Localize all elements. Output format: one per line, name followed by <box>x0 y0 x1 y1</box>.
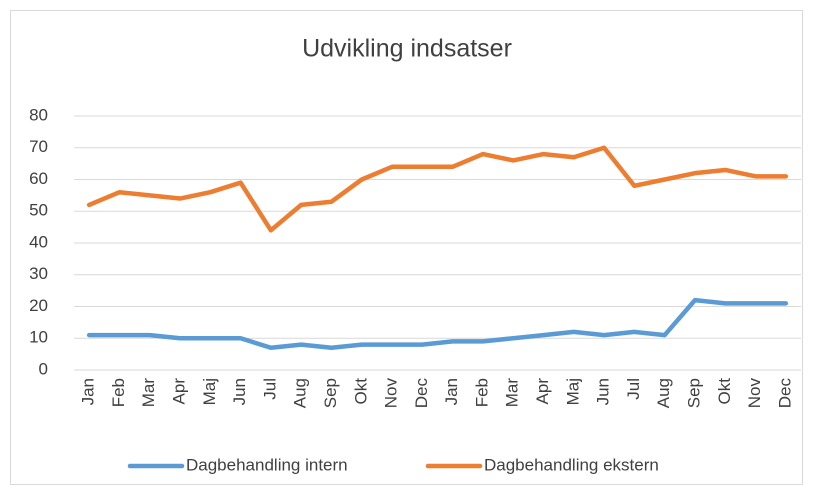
y-tick-label: 20 <box>29 296 48 315</box>
y-tick-label: 70 <box>29 137 48 156</box>
y-tick-label: 80 <box>29 105 48 124</box>
y-tick-label: 40 <box>29 232 48 251</box>
x-tick-label: Apr <box>533 378 552 405</box>
x-tick-label: Aug <box>654 378 673 408</box>
x-tick-label: Dec <box>412 378 431 409</box>
x-tick-label: Jul <box>260 378 279 400</box>
x-tick-label: Feb <box>472 378 491 407</box>
x-tick-label: Nov <box>382 378 401 409</box>
x-tick-label: Aug <box>291 378 310 408</box>
x-tick-label: Maj <box>563 378 582 405</box>
chart-border <box>10 10 803 485</box>
x-tick-label: Sep <box>321 378 340 408</box>
x-tick-label: Nov <box>745 378 764 409</box>
y-tick-label: 30 <box>29 264 48 283</box>
x-tick-label: Sep <box>684 378 703 408</box>
series-line <box>86 297 789 351</box>
x-tick-label: Jun <box>230 378 249 405</box>
y-tick-label: 60 <box>29 169 48 188</box>
y-tick-label: 50 <box>29 201 48 220</box>
x-tick-label: Dec <box>775 378 794 409</box>
x-tick-label: Jul <box>624 378 643 400</box>
y-tick-label: 10 <box>29 328 48 347</box>
x-tick-label: Jan <box>442 378 461 405</box>
x-tick-label: Apr <box>170 378 189 405</box>
x-tick-label: Jun <box>594 378 613 405</box>
legend-label: Dagbehandling intern <box>186 455 348 474</box>
x-tick-label: Okt <box>715 378 734 405</box>
x-tick-label: Feb <box>109 378 128 407</box>
y-tick-label: 0 <box>39 359 48 378</box>
chart-title: Udvikling indsatser <box>302 35 512 63</box>
x-tick-label: Maj <box>200 378 219 405</box>
x-tick-label: Jan <box>79 378 98 405</box>
x-tick-label: Okt <box>351 378 370 405</box>
x-tick-label: Mar <box>139 378 158 408</box>
series-line <box>86 145 789 233</box>
x-tick-label: Mar <box>503 378 522 408</box>
legend-label: Dagbehandling ekstern <box>484 455 659 474</box>
